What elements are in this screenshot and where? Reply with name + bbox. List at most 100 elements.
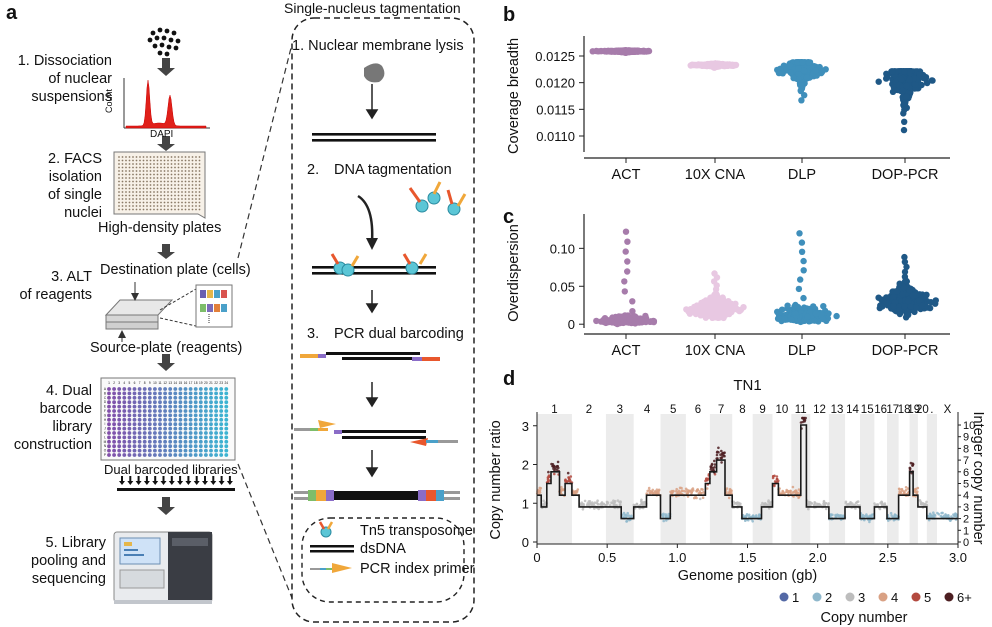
hd-well — [146, 156, 148, 158]
barcode-well — [193, 422, 198, 427]
legend-dsdna-label: dsDNA — [360, 541, 406, 557]
cn-point — [868, 514, 872, 518]
hd-well — [139, 170, 141, 172]
barcode-well — [204, 422, 208, 427]
cn-point — [883, 503, 886, 507]
hd-well — [153, 159, 155, 162]
step3-line: 3. ALT — [51, 269, 92, 285]
cn-point — [822, 502, 825, 506]
hd-well — [132, 177, 134, 179]
hd-well — [156, 173, 159, 176]
barcode-well — [178, 453, 183, 457]
flow-arrows — [157, 58, 175, 515]
swarm-point — [714, 306, 721, 313]
barcode-well — [198, 431, 203, 435]
barcode-well — [178, 413, 183, 418]
cn-point — [680, 489, 684, 493]
barcode-well — [214, 439, 219, 444]
cn-point — [615, 504, 618, 507]
hd-well — [163, 166, 166, 169]
hd-well — [184, 163, 187, 165]
y2-tick-label: 7 — [963, 455, 969, 467]
barcode-well — [153, 404, 157, 409]
barcode-well — [193, 448, 198, 453]
barcode-well — [137, 413, 142, 418]
hd-well — [149, 166, 152, 169]
cn-point — [556, 460, 560, 464]
barcode-well — [117, 387, 122, 391]
barcode-well — [188, 417, 193, 422]
barcode-well — [147, 431, 152, 435]
swarm-point — [593, 47, 600, 55]
plate-col-label: 22 — [214, 381, 218, 385]
hd-well — [153, 180, 155, 183]
barcode-well — [209, 409, 213, 413]
barcode-well — [178, 409, 183, 413]
hd-well — [188, 184, 190, 186]
hd-well — [181, 173, 183, 176]
cn-point — [537, 490, 540, 494]
barcode-well — [153, 395, 157, 400]
barcode-well — [132, 395, 137, 400]
y2-tick-label: 5 — [963, 479, 969, 491]
cn-point — [789, 489, 792, 493]
barcode-well — [117, 422, 122, 427]
barcode-well — [173, 435, 178, 440]
hd-well — [125, 156, 127, 158]
swarm-point — [641, 48, 648, 55]
barcode-well — [183, 404, 188, 409]
hd-well — [135, 208, 138, 211]
hd-well — [184, 205, 187, 207]
swarm-point — [776, 315, 783, 323]
library-arrow — [143, 476, 150, 485]
barcode-well — [188, 448, 193, 453]
cn-point — [628, 518, 631, 522]
barcode-well — [112, 400, 116, 405]
swarm-point — [810, 303, 817, 310]
hd-well — [167, 187, 169, 190]
cn-point — [720, 449, 723, 453]
cn-point — [588, 503, 592, 506]
hd-well — [121, 187, 124, 190]
cn-point — [606, 501, 610, 505]
hd-well — [191, 191, 194, 193]
y2-tick-label: 6 — [963, 467, 969, 479]
hd-well — [118, 198, 120, 200]
swarm-point — [781, 315, 788, 323]
x-tick-label: ACT — [612, 167, 641, 183]
barcode-well — [198, 417, 203, 422]
plate-row-label: C — [104, 396, 107, 400]
swarm-point — [901, 258, 909, 266]
cn-point — [547, 475, 550, 479]
barcode-well — [137, 409, 142, 413]
barcode-well — [209, 413, 213, 418]
cn-point — [868, 520, 871, 524]
swarm-point — [711, 270, 718, 277]
hd-well — [121, 198, 124, 200]
barcode-well — [198, 435, 203, 440]
hd-well — [191, 163, 194, 165]
hd-well — [132, 194, 134, 197]
hd-well — [188, 201, 190, 204]
cn-point — [919, 500, 922, 504]
hd-well — [121, 201, 124, 204]
legend-tn5-icon — [318, 521, 334, 538]
hd-well — [139, 208, 141, 211]
hd-well — [156, 159, 159, 162]
pcr-product — [294, 490, 460, 501]
hd-well — [149, 194, 152, 197]
y2-tick-label: 9 — [963, 432, 969, 444]
barcode-well — [107, 387, 111, 391]
cn-point — [715, 453, 719, 457]
barcode-well — [137, 395, 142, 400]
barcode-well — [168, 387, 173, 391]
swarm-point — [787, 316, 795, 323]
hd-well — [191, 194, 194, 197]
swarm-point — [903, 82, 910, 90]
swarm-point — [694, 306, 701, 314]
step2-line: nuclei — [64, 205, 102, 221]
barcode-well — [168, 444, 173, 449]
barcode-well — [183, 431, 188, 435]
swarm-point — [883, 75, 890, 82]
barcode-well — [188, 439, 193, 444]
